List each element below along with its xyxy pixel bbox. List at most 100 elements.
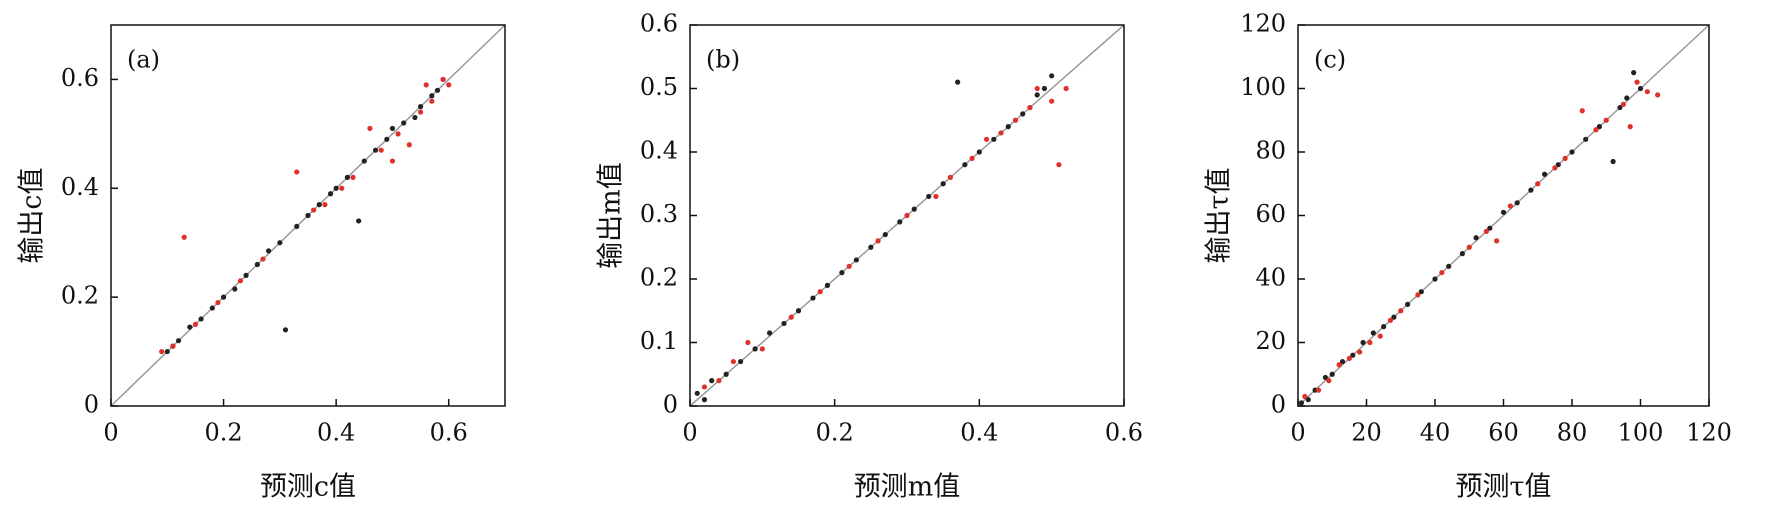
- y-tick-label: 0.4: [61, 173, 99, 201]
- point: [327, 191, 334, 197]
- point: [875, 238, 881, 244]
- point: [1596, 124, 1602, 130]
- point: [254, 261, 260, 268]
- point: [1367, 339, 1373, 346]
- point: [429, 93, 435, 99]
- point: [1315, 387, 1322, 393]
- y-tick-label: 0.2: [640, 264, 678, 292]
- point: [1446, 263, 1452, 269]
- point: [294, 169, 300, 175]
- point: [1377, 333, 1383, 339]
- point: [1302, 393, 1308, 400]
- point: [311, 207, 317, 213]
- point: [933, 193, 939, 200]
- point: [983, 136, 990, 142]
- point: [824, 282, 831, 288]
- point: [1627, 124, 1633, 130]
- y-tick-label: 0.6: [640, 10, 678, 38]
- point: [406, 142, 412, 148]
- point: [356, 218, 362, 224]
- point: [1357, 349, 1363, 355]
- point: [998, 130, 1004, 136]
- point: [440, 76, 446, 83]
- point: [243, 272, 249, 278]
- panel: 0 0.2 0.4 0.6 0 0.2 0.4 0.6 (a) 预测c值 输出c值: [17, 24, 506, 503]
- point: [1500, 209, 1507, 215]
- point: [1305, 397, 1311, 403]
- point: [897, 219, 903, 225]
- point: [277, 240, 283, 246]
- y-tick-label: 40: [1255, 264, 1286, 292]
- point: [810, 295, 816, 301]
- point: [766, 330, 773, 336]
- point: [1542, 171, 1548, 177]
- point: [839, 270, 845, 276]
- point: [1329, 371, 1335, 377]
- x-tick-label: 60: [1488, 419, 1519, 447]
- point: [701, 397, 708, 403]
- point: [1562, 155, 1568, 161]
- point: [1494, 238, 1500, 244]
- point: [1610, 158, 1616, 165]
- point: [1298, 400, 1305, 406]
- y-tick-label: 120: [1240, 10, 1286, 38]
- point: [1020, 111, 1026, 117]
- point: [1624, 95, 1630, 101]
- x-axis-label: 预测m值: [854, 472, 961, 503]
- y-tick-label: 0: [663, 391, 678, 419]
- x-tick-label: 0: [103, 419, 118, 447]
- point: [716, 378, 722, 384]
- point: [1346, 355, 1352, 361]
- point: [846, 263, 852, 269]
- x-tick-label: 0.6: [1105, 419, 1143, 447]
- point: [417, 104, 424, 110]
- x-tick-label: 0.2: [204, 419, 242, 447]
- y-tick-label: 0.6: [61, 64, 99, 92]
- point: [1487, 225, 1493, 231]
- point: [1415, 292, 1421, 298]
- x-tick-label: 0.2: [816, 419, 854, 447]
- point: [417, 109, 424, 115]
- point: [1634, 79, 1640, 85]
- point: [1514, 200, 1520, 206]
- point: [1034, 92, 1040, 98]
- point: [1326, 378, 1332, 384]
- point: [237, 278, 244, 284]
- x-tick-label: 0.4: [960, 419, 998, 447]
- point: [412, 114, 418, 121]
- point: [738, 358, 744, 365]
- point: [322, 202, 328, 208]
- y-tick-label: 0.2: [61, 282, 99, 310]
- point: [1439, 270, 1445, 276]
- y-tick-label: 0.1: [640, 327, 678, 355]
- panel-label: (b): [706, 46, 740, 74]
- point: [1655, 92, 1661, 98]
- point: [294, 223, 300, 229]
- x-axis-label: 预测τ值: [1456, 472, 1552, 503]
- x-tick-label: 120: [1686, 419, 1732, 447]
- point: [367, 125, 373, 132]
- y-tick-label: 20: [1255, 327, 1286, 355]
- point: [1063, 85, 1069, 92]
- point: [220, 294, 227, 300]
- point: [361, 158, 367, 164]
- point: [1620, 101, 1626, 107]
- point: [266, 248, 272, 254]
- point: [1041, 85, 1048, 92]
- point: [260, 256, 266, 262]
- x-tick-label: 20: [1351, 419, 1382, 447]
- x-tick-label: 80: [1557, 419, 1588, 447]
- panel: 0 20 40 60 80 100 120 0 20 40 60 80 100 120 (c) 预测τ值 输出τ…: [1204, 10, 1732, 503]
- point: [1459, 251, 1465, 257]
- y-tick-label: 100: [1240, 73, 1286, 101]
- point: [926, 193, 932, 200]
- point: [384, 136, 390, 142]
- point: [1507, 203, 1513, 209]
- point: [1391, 314, 1397, 320]
- point: [1012, 117, 1019, 123]
- point: [316, 202, 322, 208]
- point: [1644, 89, 1650, 95]
- point: [1056, 162, 1062, 168]
- y-axis-label: 输出c值: [17, 167, 48, 263]
